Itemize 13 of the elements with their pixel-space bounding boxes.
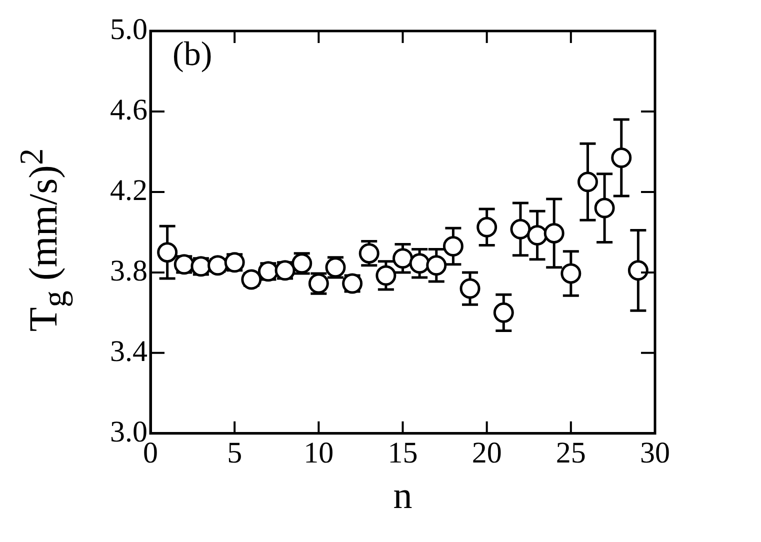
y-tick-label: 3.8 [110, 254, 148, 288]
x-tick-label: 30 [640, 436, 670, 470]
x-tick-label: 5 [227, 436, 242, 470]
x-axis-title: n [393, 475, 412, 518]
x-tick-label: 25 [556, 436, 586, 470]
x-tick-label: 20 [472, 436, 502, 470]
x-tick-label: 10 [304, 436, 334, 470]
y-tick-label: 4.6 [110, 93, 148, 126]
y-tick-label: 5.0 [110, 12, 148, 46]
annotation: (b) [172, 36, 212, 73]
x-tick-label: 15 [388, 436, 418, 470]
y-tick-label: 4.2 [110, 174, 148, 207]
y-tick-label: 3.4 [110, 334, 148, 368]
